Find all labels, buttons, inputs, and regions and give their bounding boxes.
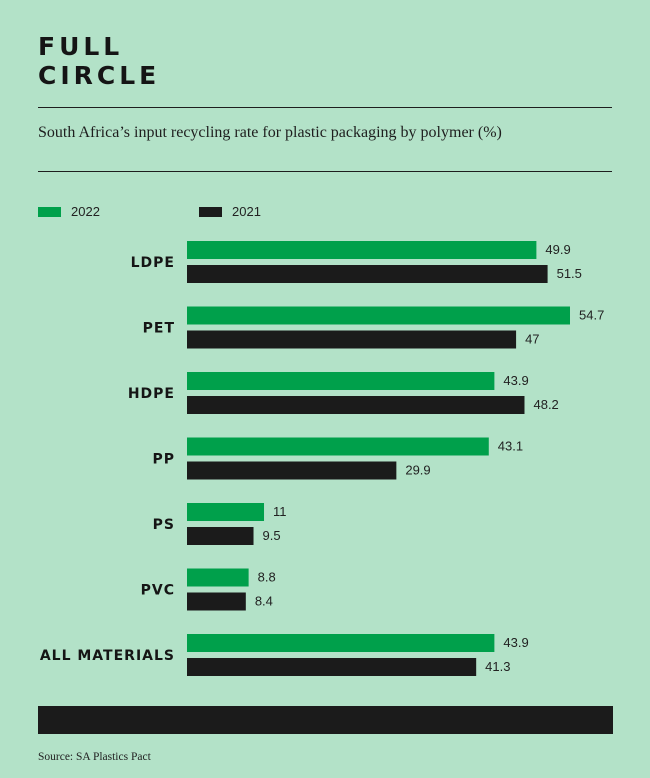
legend-label-2021: 2021 xyxy=(232,204,261,219)
legend-swatch-2021 xyxy=(199,206,222,217)
value-label-pvc-2022: 8.8 xyxy=(258,570,276,585)
chart-subtitle: South Africa’s input recycling rate for … xyxy=(38,124,502,141)
bar-all-materials-2022 xyxy=(187,634,495,652)
bar-pet-2021 xyxy=(187,330,517,349)
value-label-ldpe-2021: 51.5 xyxy=(557,266,582,281)
category-label-hdpe: HDPE xyxy=(128,386,175,402)
value-label-pvc-2021: 8.4 xyxy=(255,594,273,609)
category-label-ldpe: LDPE xyxy=(131,255,175,271)
bar-hdpe-2021 xyxy=(187,396,525,414)
source-note: Source: SA Plastics Pact xyxy=(38,751,151,763)
footer-bar xyxy=(38,706,613,734)
bar-pp-2022 xyxy=(187,437,489,456)
value-label-ps-2022: 11 xyxy=(273,504,287,519)
category-label-all-materials: ALL MATERIALS xyxy=(40,648,175,664)
title-line-1: FULL xyxy=(38,32,124,61)
value-label-ldpe-2022: 49.9 xyxy=(545,242,570,257)
value-label-ps-2021: 9.5 xyxy=(263,528,281,543)
legend-label-2022: 2022 xyxy=(71,204,100,219)
legend-item-2022: 2022 xyxy=(38,204,100,219)
value-label-pp-2022: 43.1 xyxy=(498,439,523,454)
bar-pvc-2021 xyxy=(187,592,246,611)
legend-swatch-2022 xyxy=(38,206,61,217)
bar-all-materials-2021 xyxy=(187,658,477,676)
value-label-pet-2022: 54.7 xyxy=(579,308,604,323)
bar-pet-2022 xyxy=(187,306,570,325)
category-label-pet: PET xyxy=(143,321,175,337)
value-label-hdpe-2021: 48.2 xyxy=(533,397,558,412)
bar-ps-2022 xyxy=(187,503,265,521)
value-label-all-materials-2021: 41.3 xyxy=(485,659,510,674)
bar-pp-2021 xyxy=(187,461,397,480)
bar-hdpe-2022 xyxy=(187,372,495,390)
bar-ldpe-2021 xyxy=(187,265,548,283)
title-divider xyxy=(38,107,612,108)
category-label-pvc: PVC xyxy=(141,583,175,599)
value-label-pp-2021: 29.9 xyxy=(405,463,430,478)
category-label-pp: PP xyxy=(152,452,175,468)
bar-ldpe-2022 xyxy=(187,241,537,259)
bar-chart: LDPE 49.9 51.5 PET 54.7 47 HDPE 43.9 48.2 PP 43.1 2… xyxy=(40,241,604,676)
category-label-ps: PS xyxy=(153,517,175,533)
page-title: FULL CIRCLE xyxy=(38,32,160,90)
value-label-pet-2021: 47 xyxy=(525,332,539,347)
bar-pvc-2022 xyxy=(187,568,249,587)
value-label-hdpe-2022: 43.9 xyxy=(503,373,528,388)
bar-ps-2021 xyxy=(187,527,254,545)
subtitle-divider xyxy=(38,171,612,172)
value-label-all-materials-2022: 43.9 xyxy=(503,635,528,650)
title-line-2: CIRCLE xyxy=(38,61,161,90)
legend-item-2021: 2021 xyxy=(199,204,261,219)
